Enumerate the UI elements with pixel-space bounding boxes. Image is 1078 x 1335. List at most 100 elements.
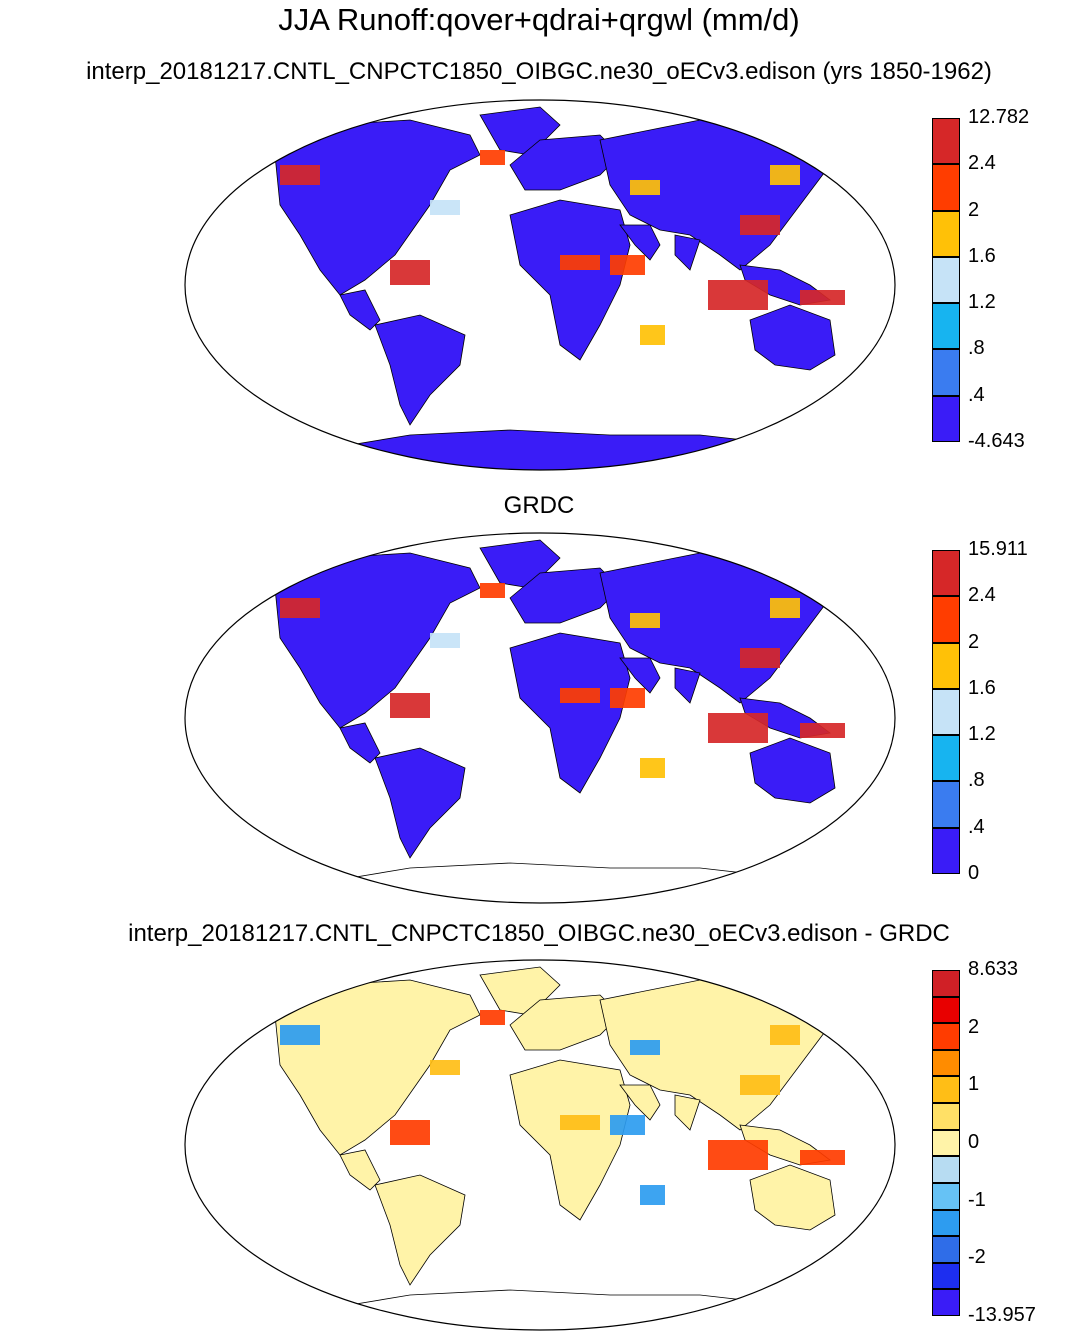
runoff-patch: [740, 215, 780, 235]
runoff-patch: [280, 598, 320, 618]
runoff-patch: [280, 165, 320, 185]
africa-region: [509, 199, 631, 361]
colorbar-tick-label: 8.633: [968, 958, 1019, 980]
colorbar-model: 12.782 2.4 2 1.6 1.2 .8 .4 -4.643: [932, 106, 1029, 452]
africa-region: [509, 1059, 631, 1221]
runoff-patch: [610, 688, 645, 708]
colorbar-segment: [932, 596, 960, 643]
runoff-patch: [610, 255, 645, 275]
map-boundary: [184, 532, 896, 904]
colorbar-segment: [932, 642, 960, 689]
runoff-patch: [390, 1120, 430, 1145]
colorbar-tick-label: 15.911: [968, 538, 1028, 560]
runoff-patch: [560, 688, 600, 703]
map-boundary: [184, 99, 896, 471]
map-grdc-runoff: [184, 532, 896, 904]
runoff-patch: [740, 648, 780, 668]
colorbar-tick-label: 1.6: [968, 244, 996, 267]
colorbar-tick-label: .4: [968, 383, 985, 406]
runoff-patch: [800, 723, 845, 738]
runoff-patch: [640, 325, 665, 345]
colorbar-segment: [932, 164, 960, 211]
runoff-patch: [740, 1075, 780, 1095]
colorbar-segment: [932, 827, 960, 874]
runoff-patch: [640, 758, 665, 778]
colorbar-segment: [932, 970, 960, 997]
colorbar-segment: [932, 349, 960, 396]
colorbar-segment: [932, 1103, 960, 1130]
colorbar-segment: [932, 1182, 960, 1210]
runoff-patch: [770, 1025, 800, 1045]
runoff-patch: [430, 633, 460, 648]
map-difference: [184, 959, 896, 1331]
colorbar-segment: [932, 688, 960, 736]
runoff-patch: [708, 1140, 768, 1170]
colorbar-segment: [932, 735, 960, 782]
runoff-patch: [480, 583, 505, 598]
colorbar-tick-label: .4: [968, 815, 985, 838]
arabia-india-region: [619, 224, 701, 271]
colorbar-tick-label: 1: [968, 1073, 980, 1096]
runoff-patch: [640, 1185, 665, 1205]
south-america-region: [374, 747, 466, 859]
colorbar-tick-label: .8: [968, 769, 985, 792]
colorbar-segment: [932, 781, 960, 828]
australia-region: [749, 737, 836, 804]
africa-region: [509, 632, 631, 794]
colorbar-segment: [932, 1262, 960, 1290]
colorbar-tick-label: -13.957: [968, 1304, 1036, 1326]
panel-1-title: interp_20181217.CNTL_CNPCTC1850_OIBGC.ne…: [86, 58, 992, 85]
colorbar-segment: [932, 1023, 960, 1050]
colorbar-segment: [932, 1156, 960, 1183]
australia-region: [749, 1164, 836, 1231]
arabia-india-region: [619, 657, 701, 704]
colorbar-grdc: 15.911 2.4 2 1.6 1.2 .8 .4 0: [932, 538, 1028, 884]
colorbar-tick-label: 1.2: [968, 723, 996, 746]
colorbar-segment: [932, 118, 960, 165]
runoff-patch: [770, 165, 800, 185]
runoff-patch: [430, 1060, 460, 1075]
panel-2-title: GRDC: [503, 492, 575, 519]
colorbar-tick-label: 2: [968, 1015, 980, 1038]
south-america-region: [374, 1174, 466, 1286]
colorbar-tick-label: 2: [968, 198, 980, 221]
colorbar-segment: [932, 1076, 960, 1104]
colorbar-segment: [932, 256, 960, 304]
colorbar-segment: [932, 1289, 960, 1316]
runoff-patch: [560, 1115, 600, 1130]
colorbar-tick-label: 2.4: [968, 584, 996, 607]
colorbar-tick-label: -4.643: [968, 430, 1025, 452]
colorbar-segment: [932, 996, 960, 1024]
runoff-patch: [430, 200, 460, 215]
colorbar-segment: [932, 1129, 960, 1157]
runoff-patch: [560, 255, 600, 270]
runoff-patch: [708, 280, 768, 310]
colorbar-segment: [932, 1236, 960, 1263]
figure-title: JJA Runoff:qover+qdrai+qrgwl (mm/d): [278, 2, 800, 37]
colorbar-tick-label: -1: [968, 1188, 986, 1211]
colorbar-segment: [932, 550, 960, 597]
north-america-region: [274, 119, 481, 296]
colorbar-segment: [932, 395, 960, 442]
colorbar-tick-label: 0: [968, 1131, 980, 1153]
runoff-patch: [770, 598, 800, 618]
colorbar-tick-label: .8: [968, 337, 985, 360]
runoff-patch: [480, 150, 505, 165]
south-america-region: [374, 314, 466, 426]
colorbar-tick-label: 1.2: [968, 291, 996, 314]
colorbar-tick-label: -2: [968, 1246, 986, 1269]
colorbar-segment: [932, 303, 960, 350]
runoff-patch: [800, 1150, 845, 1165]
runoff-patch: [630, 613, 660, 628]
runoff-patch: [390, 693, 430, 718]
australia-region: [749, 304, 836, 371]
north-america-region: [274, 979, 481, 1156]
colorbar-tick-label: 1.6: [968, 676, 996, 699]
colorbar-tick-label: 0: [968, 862, 980, 884]
runoff-patch: [390, 260, 430, 285]
runoff-patch: [630, 180, 660, 195]
runoff-patch: [630, 1040, 660, 1055]
panel-3-title: interp_20181217.CNTL_CNPCTC1850_OIBGC.ne…: [128, 920, 950, 947]
runoff-patch: [280, 1025, 320, 1045]
runoff-patch: [800, 290, 845, 305]
